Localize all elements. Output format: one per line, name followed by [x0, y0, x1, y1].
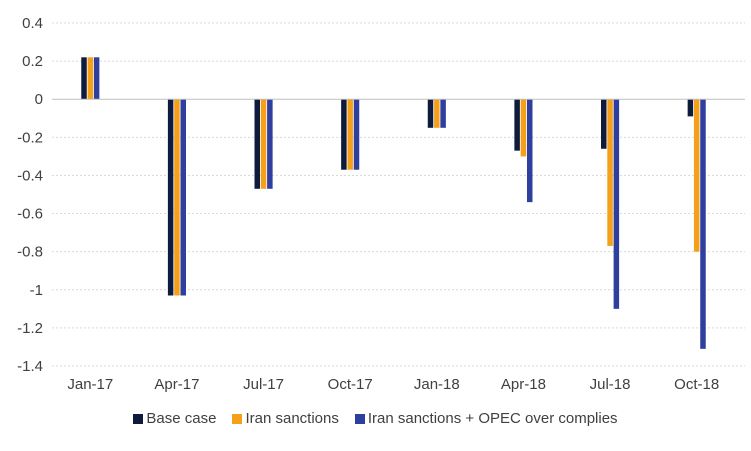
bar-iran-sanctions-opec-over-complies-jul-17 — [267, 99, 273, 189]
bar-iran-sanctions-opec-over-complies-oct-17 — [353, 99, 360, 170]
x-tick-label: Apr-17 — [154, 376, 199, 393]
y-tick-label: -1 — [30, 282, 43, 299]
y-tick-label: -0.8 — [17, 244, 43, 261]
x-tick-label: Jul-17 — [243, 376, 284, 393]
legend-item-iran-sanctions-opec: Iran sanctions + OPEC over complies — [354, 410, 618, 427]
bar-base-case-jul-17 — [254, 99, 261, 189]
bar-chart: 0.4 0.2 0 -0.2 -0.4 -0.6 -0.8 -1 -1.2 -1.4 Jan-17… — [17, 15, 745, 393]
bar-iran-sanctions-apr-18 — [520, 99, 527, 157]
bar-iran-sanctions-jan-18 — [434, 99, 440, 128]
bar-iran-sanctions-opec-over-complies-jul-18 — [613, 99, 620, 309]
bar-base-case-apr-18 — [514, 99, 520, 151]
bar-base-case-jan-17 — [81, 57, 87, 100]
legend-swatch-iran-sanctions — [232, 413, 243, 424]
legend-label-iran-sanctions-opec: Iran sanctions + OPEC over complies — [367, 410, 618, 427]
bar-iran-sanctions-jan-17 — [87, 57, 94, 100]
y-tick-label: -0.4 — [17, 167, 43, 184]
bar-iran-sanctions-jul-17 — [260, 99, 267, 189]
x-tick-label: Apr-18 — [501, 376, 546, 393]
y-tick-label: 0.4 — [22, 15, 43, 32]
x-tick-label: Jul-18 — [590, 376, 631, 393]
bar-iran-sanctions-apr-17 — [174, 99, 180, 296]
y-tick-label: 0 — [35, 91, 43, 108]
bar-base-case-oct-18 — [687, 99, 694, 117]
y-tick-label: -1.2 — [17, 320, 43, 337]
x-tick-labels: Jan-17 Apr-17 Jul-17 Oct-17 Jan-18 Apr-18 Jul-… — [67, 376, 719, 393]
gridlines — [52, 22, 745, 367]
legend-swatch-iran-sanctions-opec — [354, 413, 365, 424]
bar-iran-sanctions-opec-over-complies-jan-18 — [440, 99, 446, 128]
y-tick-label: -1.4 — [17, 358, 43, 375]
x-tick-label: Jan-18 — [414, 376, 460, 393]
legend-swatch-base-case — [133, 413, 144, 424]
y-tick-label: -0.2 — [17, 129, 43, 146]
bar-iran-sanctions-oct-18 — [693, 99, 700, 252]
bar-iran-sanctions-oct-17 — [347, 99, 353, 170]
legend-item-iran-sanctions: Iran sanctions — [232, 410, 339, 427]
legend-label-iran-sanctions: Iran sanctions — [245, 410, 339, 427]
legend: Base case Iran sanctions Iran sanctions … — [0, 410, 751, 427]
bar-iran-sanctions-opec-over-complies-jan-17 — [93, 57, 100, 100]
bar-base-case-apr-17 — [167, 99, 174, 296]
x-tick-label: Jan-17 — [67, 376, 113, 393]
bars — [81, 57, 706, 349]
bar-iran-sanctions-opec-over-complies-apr-17 — [180, 99, 186, 296]
bar-base-case-jul-18 — [601, 99, 607, 149]
x-tick-label: Oct-17 — [328, 376, 373, 393]
bar-base-case-oct-17 — [341, 99, 347, 170]
bar-base-case-jan-18 — [427, 99, 434, 128]
y-tick-labels: 0.4 0.2 0 -0.2 -0.4 -0.6 -0.8 -1 -1.2 -1.4 — [17, 15, 43, 375]
legend-label-base-case: Base case — [146, 410, 217, 427]
bar-iran-sanctions-opec-over-complies-apr-18 — [526, 99, 533, 203]
y-tick-label: 0.2 — [22, 53, 43, 70]
bar-iran-sanctions-opec-over-complies-oct-18 — [700, 99, 706, 349]
bar-iran-sanctions-jul-18 — [607, 99, 613, 246]
y-tick-label: -0.6 — [17, 206, 43, 223]
x-tick-label: Oct-18 — [674, 376, 719, 393]
legend-item-base-case: Base case — [133, 410, 216, 427]
